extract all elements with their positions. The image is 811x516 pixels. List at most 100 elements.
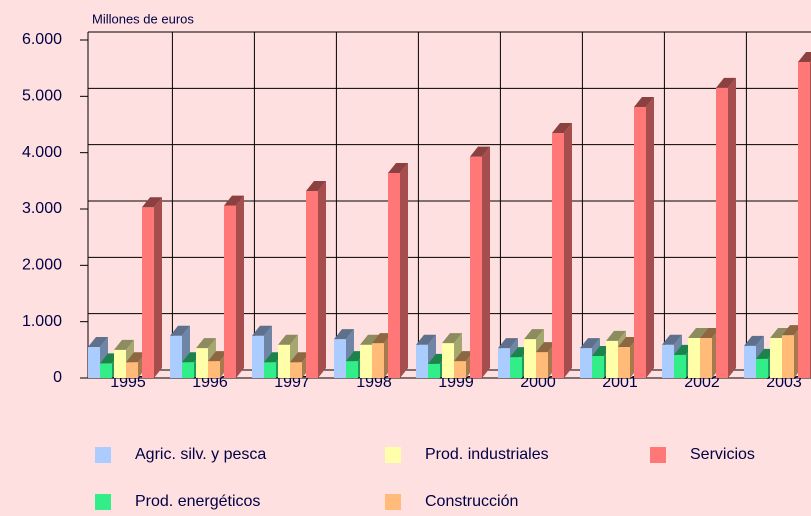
bar [662,344,674,378]
bar-side [482,146,490,378]
bar-top [744,335,764,346]
bar-top [442,333,462,344]
bar [346,361,358,378]
bar-side [646,97,654,378]
bar [290,362,302,378]
x-tick-label: 1995 [110,374,146,391]
bar [700,338,712,378]
bar [688,338,700,378]
legend-label: Prod. industriales [425,446,549,463]
y-tick-label: 4.000 [22,144,62,161]
legend-swatch [95,494,111,510]
bar [756,358,768,378]
legend-label: Construcción [425,493,518,510]
bar [360,344,372,378]
bar-top [306,180,326,191]
bar [100,363,112,378]
bar-top [552,122,572,133]
bar [744,345,756,378]
x-tick-label: 1997 [274,374,310,391]
bar-top [700,328,720,339]
bar-side [154,197,162,378]
legend-swatch [650,447,666,463]
bar-top [798,51,811,62]
bar [334,339,346,378]
bar-top [278,334,298,345]
bar [142,207,154,378]
bar-top [88,337,108,348]
bar-top [770,328,790,339]
bar [798,61,810,378]
bar-side [564,122,572,378]
x-tick-label: 2001 [602,374,638,391]
bar-top [416,334,436,345]
bar-top [126,352,146,363]
bar [498,348,510,378]
bar-top [252,325,272,336]
x-tick-label: 1999 [438,374,474,391]
bar [126,362,138,378]
x-tick-label: 2003 [766,374,802,391]
bar [470,156,482,378]
bar [170,335,182,378]
bar [428,363,440,378]
bar-top [606,330,626,341]
bar [552,132,564,378]
bar [592,356,604,378]
bar [524,339,536,378]
bar-top [290,352,310,363]
y-tick-label: 6.000 [22,31,62,48]
bar [306,190,318,378]
legend-swatch [385,494,401,510]
bar-top [536,342,556,353]
bar [618,347,630,378]
legend-swatch [95,447,111,463]
bar-top [170,325,190,336]
bar-side [400,162,408,378]
bar [388,172,400,378]
bar [782,335,794,378]
bar-side [236,195,244,378]
bar-top [580,338,600,349]
bar [606,340,618,378]
x-tick-label: 2002 [684,374,720,391]
bar-top [716,77,736,88]
bar [674,354,686,378]
legend-label: Agric. silv. y pesca [135,446,266,463]
bar-top [634,97,654,108]
y-tick-label: 0 [53,369,62,386]
bar-top [470,146,490,157]
legend-label: Prod. energéticos [135,493,260,510]
bar [442,343,454,378]
bar [278,344,290,378]
y-tick-label: 3.000 [22,200,62,217]
bar [372,343,384,378]
y-tick-label: 2.000 [22,257,62,274]
bar [114,349,126,378]
bar-top [360,334,380,345]
bar-side [728,77,736,378]
x-tick-label: 2000 [520,374,556,391]
bar-top [662,334,682,345]
bar-top [208,351,228,362]
bar-top [498,338,518,349]
bar [88,347,100,378]
legend-label: Servicios [690,446,755,463]
bar [182,362,194,378]
bar-top [782,325,802,336]
bar [510,357,522,378]
bar-top [224,195,244,206]
x-tick-label: 1996 [192,374,228,391]
bar [770,338,782,378]
bar-top [454,351,474,362]
bar [454,361,466,378]
legend-swatch [385,447,401,463]
bar-top [142,197,162,208]
bar [716,87,728,378]
bar [536,352,548,378]
y-tick-label: 1.000 [22,313,62,330]
bar [252,335,264,378]
bar [264,362,276,378]
